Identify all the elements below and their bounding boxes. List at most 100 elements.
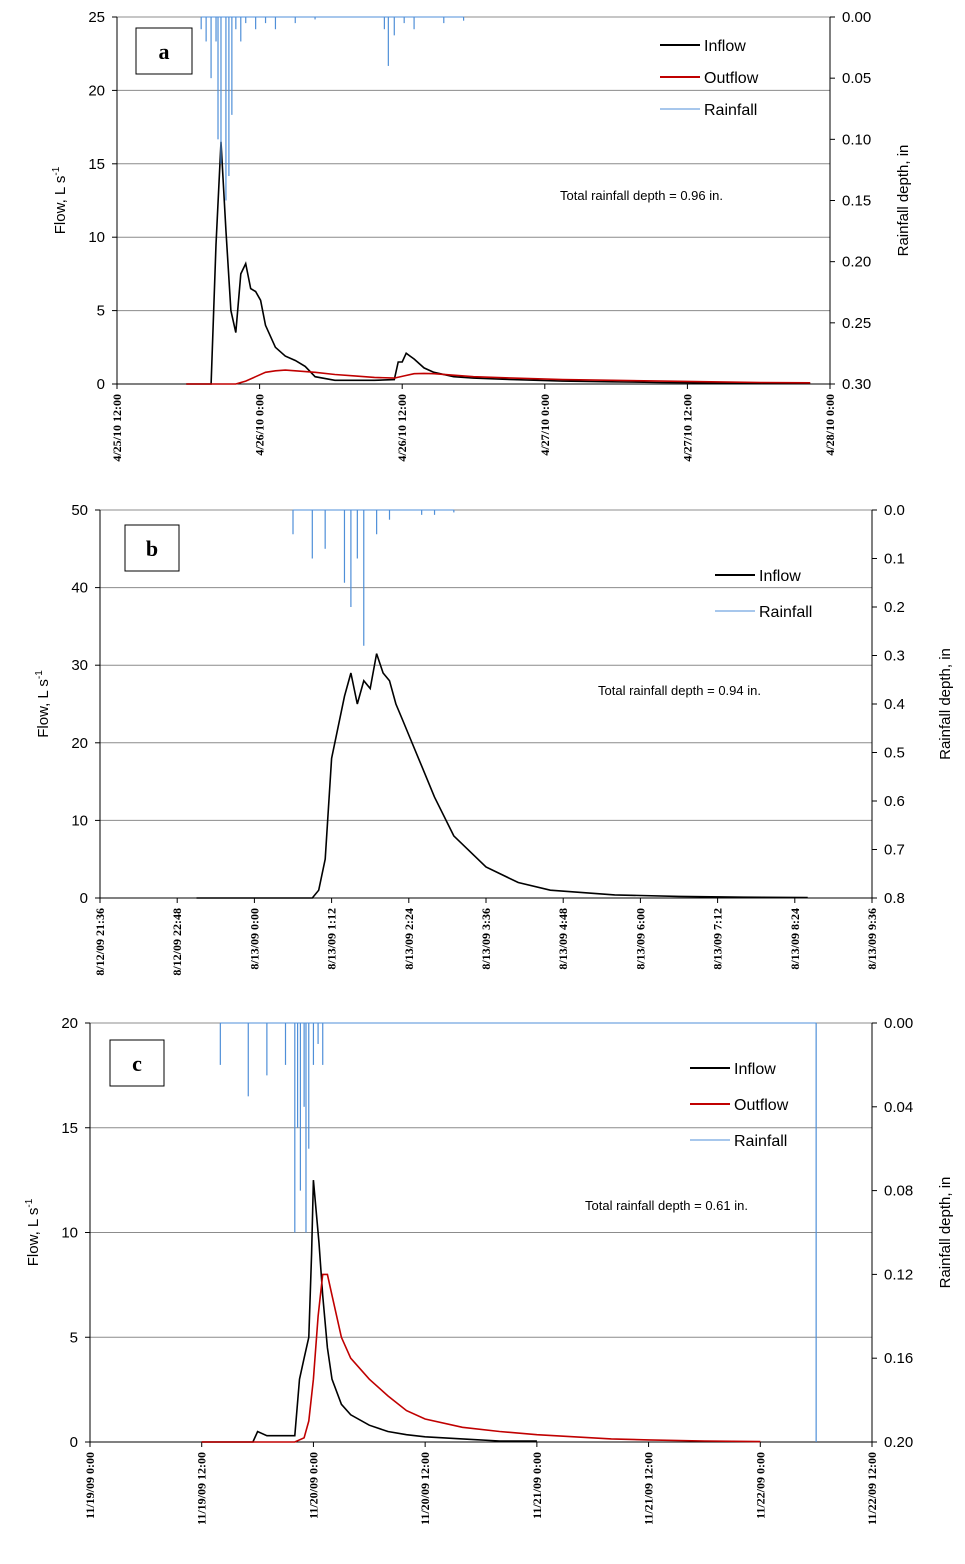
x-tick-label: 8/13/09 2:24 xyxy=(402,908,416,970)
y2-axis-title: Rainfall depth, in xyxy=(895,145,912,257)
y2-tick-label: 0.4 xyxy=(884,696,905,713)
x-tick-label: 11/22/09 12:00 xyxy=(865,1452,879,1525)
y2-tick-label: 0.00 xyxy=(884,1015,913,1032)
x-tick-label: 11/21/09 0:00 xyxy=(530,1452,544,1519)
y2-tick-label: 0.5 xyxy=(884,745,905,762)
x-tick-label: 4/26/10 12:00 xyxy=(395,394,409,462)
y2-axis-title: Rainfall depth, in xyxy=(937,648,954,760)
legend-label: Rainfall xyxy=(704,102,757,119)
x-tick-label: 8/13/09 4:48 xyxy=(556,908,570,970)
panel-label: c xyxy=(132,1051,142,1076)
x-tick-label: 11/20/09 0:00 xyxy=(306,1452,320,1519)
x-tick-label: 11/20/09 12:00 xyxy=(418,1452,432,1525)
legend-label: Outflow xyxy=(734,1097,789,1114)
y2-tick-label: 0.25 xyxy=(842,315,871,332)
y2-tick-label: 0.05 xyxy=(842,70,871,87)
legend-label: Rainfall xyxy=(734,1133,787,1150)
series-inflow-line xyxy=(196,653,808,899)
y2-tick-label: 0.6 xyxy=(884,793,905,810)
y2-tick-label: 0.1 xyxy=(884,551,905,568)
y2-tick-label: 0.30 xyxy=(842,376,871,393)
panel-badge xyxy=(135,27,193,75)
y-tick-label: 5 xyxy=(70,1329,78,1346)
x-tick-label: 11/21/09 12:00 xyxy=(642,1452,656,1525)
y2-axis-title: Rainfall depth, in xyxy=(937,1177,954,1289)
y-tick-label: 0 xyxy=(97,376,105,393)
x-tick-label: 4/27/10 12:00 xyxy=(680,394,694,462)
y-tick-label: 0 xyxy=(70,1434,78,1451)
x-tick-label: 11/19/09 12:00 xyxy=(195,1452,209,1525)
y2-tick-label: 0.20 xyxy=(842,254,871,271)
y-axis-title: Flow, L s-1 xyxy=(34,670,52,738)
x-tick-label: 8/13/09 6:00 xyxy=(633,908,647,970)
panel-badge xyxy=(124,524,180,572)
rainfall-annotation: Total rainfall depth = 0.96 in. xyxy=(560,188,723,203)
x-tick-label: 8/13/09 9:36 xyxy=(865,908,879,970)
y-tick-label: 10 xyxy=(61,1225,78,1242)
y-tick-label: 10 xyxy=(71,812,88,829)
chart-panel-c: 0 5 10 15 20 0.00 0.04 0.08 0.12 0.16 0.20 11/19/09… xyxy=(24,1015,954,1525)
y-tick-label: 20 xyxy=(71,735,88,752)
legend-label: Outflow xyxy=(704,70,759,87)
y2-tick-label: 0.0 xyxy=(884,502,905,519)
x-tick-label: 8/13/09 0:00 xyxy=(247,908,261,970)
y-axis-title-superscript: -1 xyxy=(24,1198,35,1207)
x-tick-label: 11/22/09 0:00 xyxy=(753,1452,767,1519)
y2-tick-label: 0.12 xyxy=(884,1266,913,1283)
series-rainfall xyxy=(292,509,455,646)
y2-tick-label: 0.20 xyxy=(884,1434,913,1451)
rainfall-annotation: Total rainfall depth = 0.61 in. xyxy=(585,1198,748,1213)
x-tick-label: 8/12/09 21:36 xyxy=(93,908,107,976)
y-axis-title: Flow, L s-1 xyxy=(51,166,69,234)
x-tick-label: 8/13/09 3:36 xyxy=(479,908,493,970)
y-axis-title: Flow, L s-1 xyxy=(24,1198,42,1266)
panel-label: b xyxy=(146,536,158,561)
y-tick-label: 40 xyxy=(71,580,88,597)
y2-tick-label: 0.04 xyxy=(884,1099,913,1116)
rainfall-annotation: Total rainfall depth = 0.94 in. xyxy=(598,683,761,698)
chart-panel-a: 0 5 10 15 20 25 0.00 0.05 0.10 0.15 0.20 0.25 0.30 4/… xyxy=(51,9,912,462)
chart-panel-b: 0 10 20 30 40 50 0.0 0.1 0.2 0.3 0.4 0.5 0.6 0.7 0.8 8/… xyxy=(34,502,954,976)
y-tick-label: 20 xyxy=(88,82,105,99)
y-tick-label: 15 xyxy=(88,156,105,173)
y2-tick-label: 0.16 xyxy=(884,1350,913,1367)
series-inflow-line xyxy=(186,141,811,385)
series-rainfall xyxy=(219,1022,817,1442)
series-outflow-line xyxy=(201,1273,761,1443)
y-tick-label: 30 xyxy=(71,657,88,674)
y2-tick-label: 0.3 xyxy=(884,648,905,665)
y2-tick-label: 0.15 xyxy=(842,193,871,210)
y-axis-title-superscript: -1 xyxy=(51,166,62,175)
y2-tick-label: 0.00 xyxy=(842,9,871,26)
y-tick-label: 25 xyxy=(88,9,105,26)
y2-tick-label: 0.08 xyxy=(884,1183,913,1200)
panel-badge xyxy=(109,1039,165,1087)
legend-label: Inflow xyxy=(734,1061,776,1078)
y-tick-label: 10 xyxy=(88,229,105,246)
y2-tick-label: 0.10 xyxy=(842,131,871,148)
series-rainfall xyxy=(200,16,465,201)
x-tick-label: 4/27/10 0:00 xyxy=(538,394,552,456)
y-tick-label: 0 xyxy=(80,890,88,907)
legend-label: Rainfall xyxy=(759,604,812,621)
legend-label: Inflow xyxy=(759,568,801,585)
x-tick-label: 11/19/09 0:00 xyxy=(83,1452,97,1519)
y2-tick-label: 0.7 xyxy=(884,842,905,859)
x-tick-label: 4/28/10 0:00 xyxy=(823,394,837,456)
y-tick-label: 5 xyxy=(97,303,105,320)
y-axis-title-superscript: -1 xyxy=(34,670,45,679)
x-tick-label: 8/12/09 22:48 xyxy=(170,908,184,976)
x-tick-label: 8/13/09 8:24 xyxy=(788,908,802,970)
y-tick-label: 20 xyxy=(61,1015,78,1032)
x-tick-label: 8/13/09 7:12 xyxy=(711,908,725,970)
y-tick-label: 15 xyxy=(61,1120,78,1137)
y2-tick-label: 0.2 xyxy=(884,599,905,616)
series-inflow-line xyxy=(201,1180,537,1443)
y2-tick-label: 0.8 xyxy=(884,890,905,907)
x-tick-label: 4/25/10 12:00 xyxy=(110,394,124,462)
panel-label: a xyxy=(159,39,170,64)
legend-label: Inflow xyxy=(704,38,746,55)
x-tick-label: 8/13/09 1:12 xyxy=(325,908,339,970)
x-tick-label: 4/26/10 0:00 xyxy=(253,394,267,456)
